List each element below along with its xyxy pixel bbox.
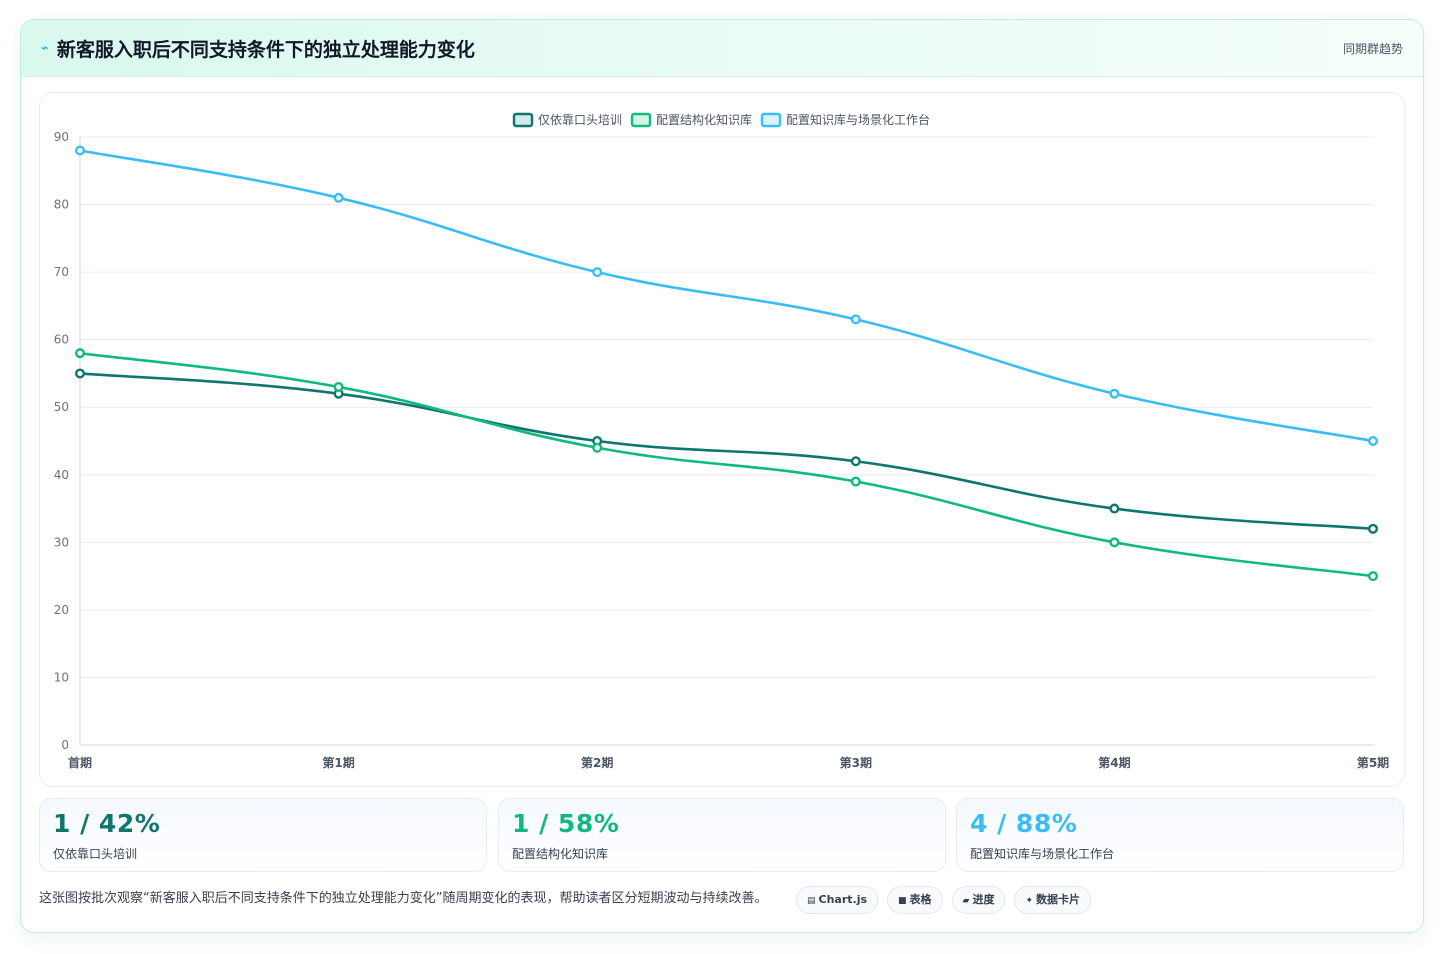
- data-point: [592, 267, 603, 278]
- stat-value: 4 / 88%: [970, 809, 1078, 838]
- data-point: [850, 314, 861, 325]
- data-point: [333, 192, 344, 203]
- stat-card-oral-training: 1 / 42% 仅依靠口头培训: [39, 798, 487, 872]
- tag-chartjs[interactable]: ▤ Chart.js: [796, 886, 879, 914]
- series-1: [75, 348, 1378, 582]
- y-tick-label: 10: [54, 670, 69, 684]
- legend-swatch: [760, 112, 782, 128]
- title-wrap: ⌁ 新客服入职后不同支持条件下的独立处理能力变化: [39, 35, 475, 62]
- data-point: [75, 348, 86, 359]
- progress-icon: ▰: [962, 896, 970, 906]
- stat-value: 1 / 42%: [53, 809, 161, 838]
- y-tick-label: 30: [54, 535, 69, 549]
- sparkle-icon: ✦: [1025, 896, 1034, 906]
- data-point: [1367, 523, 1378, 534]
- tag-label: Chart.js: [818, 893, 868, 906]
- chart-grid: [80, 136, 1373, 746]
- y-tick-label: 0: [61, 738, 69, 752]
- stat-card-knowledge-base: 1 / 58% 配置结构化知识库: [498, 798, 946, 872]
- tag-data-card[interactable]: ✦ 数据卡片: [1014, 886, 1092, 914]
- legend-swatch: [630, 112, 652, 128]
- page-title: 新客服入职后不同支持条件下的独立处理能力变化: [56, 38, 475, 61]
- card-header: ⌁ 新客服入职后不同支持条件下的独立处理能力变化 同期群趋势: [21, 20, 1423, 77]
- y-tick-label: 70: [54, 265, 69, 279]
- cohort-trend-label: 同期群趋势: [1342, 41, 1403, 56]
- tag-progress[interactable]: ▰ 进度: [951, 886, 1006, 914]
- line-chart-panel: 仅依靠口头培训 配置结构化知识库 配置知识库与场景化工作台 0 10 20 30 40 50 6…: [39, 92, 1405, 787]
- stat-card-workbench: 4 / 88% 配置知识库与场景化工作台: [956, 798, 1404, 872]
- tag-list: ▤ Chart.js ■ 表格 ▰ 进度 ✦ 数据卡片: [796, 886, 1100, 914]
- table-icon: ■: [898, 896, 907, 906]
- y-tick-label: 20: [54, 603, 69, 617]
- x-tick-label: 首期: [68, 755, 92, 770]
- y-tick-label: 90: [54, 130, 69, 144]
- y-tick-label: 60: [54, 333, 69, 347]
- legend-swatch: [512, 112, 534, 128]
- legend-label: 配置知识库与场景化工作台: [786, 112, 930, 127]
- legend-item: 配置结构化知识库: [630, 112, 752, 128]
- stat-value: 1 / 58%: [512, 809, 620, 838]
- tag-label: 数据卡片: [1036, 893, 1081, 906]
- chart-legend: 仅依靠口头培训 配置结构化知识库 配置知识库与场景化工作台: [512, 112, 930, 128]
- x-axis: 首期 第1期 第2期 第3期 第4期 第5期: [68, 755, 1389, 770]
- y-axis: 0 10 20 30 40 50 60 70 80 90: [54, 130, 81, 752]
- series-line: [79, 372, 1374, 531]
- y-tick-label: 80: [54, 198, 69, 212]
- series-2: [75, 145, 1378, 447]
- chart-icon: ▤: [807, 896, 816, 906]
- chart-description: 这张图按批次观察“新客服入职后不同支持条件下的独立处理能力变化”随周期变化的表现…: [39, 891, 768, 906]
- series-line: [79, 149, 1374, 443]
- stat-label: 配置结构化知识库: [512, 847, 609, 861]
- data-point: [850, 476, 861, 487]
- data-point: [75, 145, 86, 156]
- data-point: [1109, 537, 1120, 548]
- chart-series: [75, 145, 1378, 582]
- y-tick-label: 50: [54, 400, 69, 414]
- data-point: [1109, 503, 1120, 514]
- legend-label: 配置结构化知识库: [656, 112, 752, 127]
- legend-label: 仅依靠口头培训: [538, 112, 622, 127]
- stat-cards: 1 / 42% 仅依靠口头培训 1 / 58% 配置结构化知识库 4 / 88%…: [39, 798, 1405, 872]
- data-point: [592, 442, 603, 453]
- x-tick-label: 第4期: [1098, 755, 1130, 770]
- data-point: [1367, 571, 1378, 582]
- data-point: [1109, 388, 1120, 399]
- tag-label: 表格: [909, 893, 932, 906]
- x-tick-label: 第2期: [581, 755, 613, 770]
- legend-item: 仅依靠口头培训: [512, 112, 622, 128]
- series-0: [75, 368, 1378, 534]
- stat-label: 配置知识库与场景化工作台: [970, 847, 1115, 861]
- stat-label: 仅依靠口头培训: [53, 847, 138, 861]
- y-tick-label: 40: [54, 468, 69, 482]
- x-tick-label: 第3期: [840, 755, 872, 770]
- data-point: [850, 456, 861, 467]
- lightning-icon: ⌁: [39, 39, 51, 57]
- tag-table[interactable]: ■ 表格: [887, 886, 943, 914]
- x-tick-label: 第1期: [322, 755, 354, 770]
- line-chart: 仅依靠口头培训 配置结构化知识库 配置知识库与场景化工作台 0 10 20 30 40 50 6…: [54, 112, 1389, 770]
- series-line: [79, 351, 1374, 578]
- x-tick-label: 第5期: [1357, 755, 1389, 770]
- chart-card: ⌁ 新客服入职后不同支持条件下的独立处理能力变化 同期群趋势 仅依靠口头培训配置…: [20, 19, 1424, 933]
- data-point: [1367, 436, 1378, 447]
- data-point: [75, 368, 86, 379]
- data-point: [333, 381, 344, 392]
- tag-label: 进度: [972, 893, 995, 906]
- legend-item: 配置知识库与场景化工作台: [760, 112, 930, 128]
